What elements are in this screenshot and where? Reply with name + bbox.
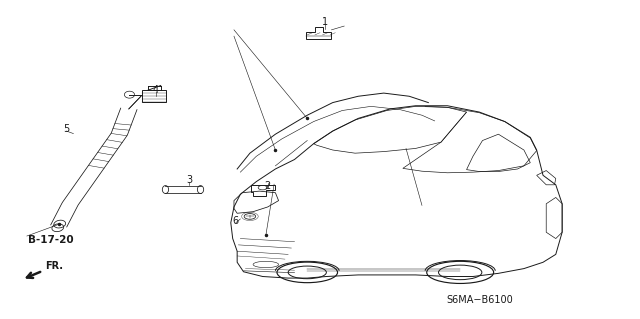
Text: B-17-20: B-17-20 — [28, 235, 74, 245]
Text: 6: 6 — [233, 216, 239, 226]
Text: 2: 2 — [264, 182, 271, 191]
Text: 5: 5 — [63, 124, 70, 135]
Text: 4: 4 — [152, 85, 159, 95]
Text: 1: 1 — [322, 17, 328, 27]
Text: FR.: FR. — [45, 261, 63, 271]
Text: S6MA−B6100: S6MA−B6100 — [446, 295, 513, 305]
Text: 3: 3 — [186, 175, 193, 185]
